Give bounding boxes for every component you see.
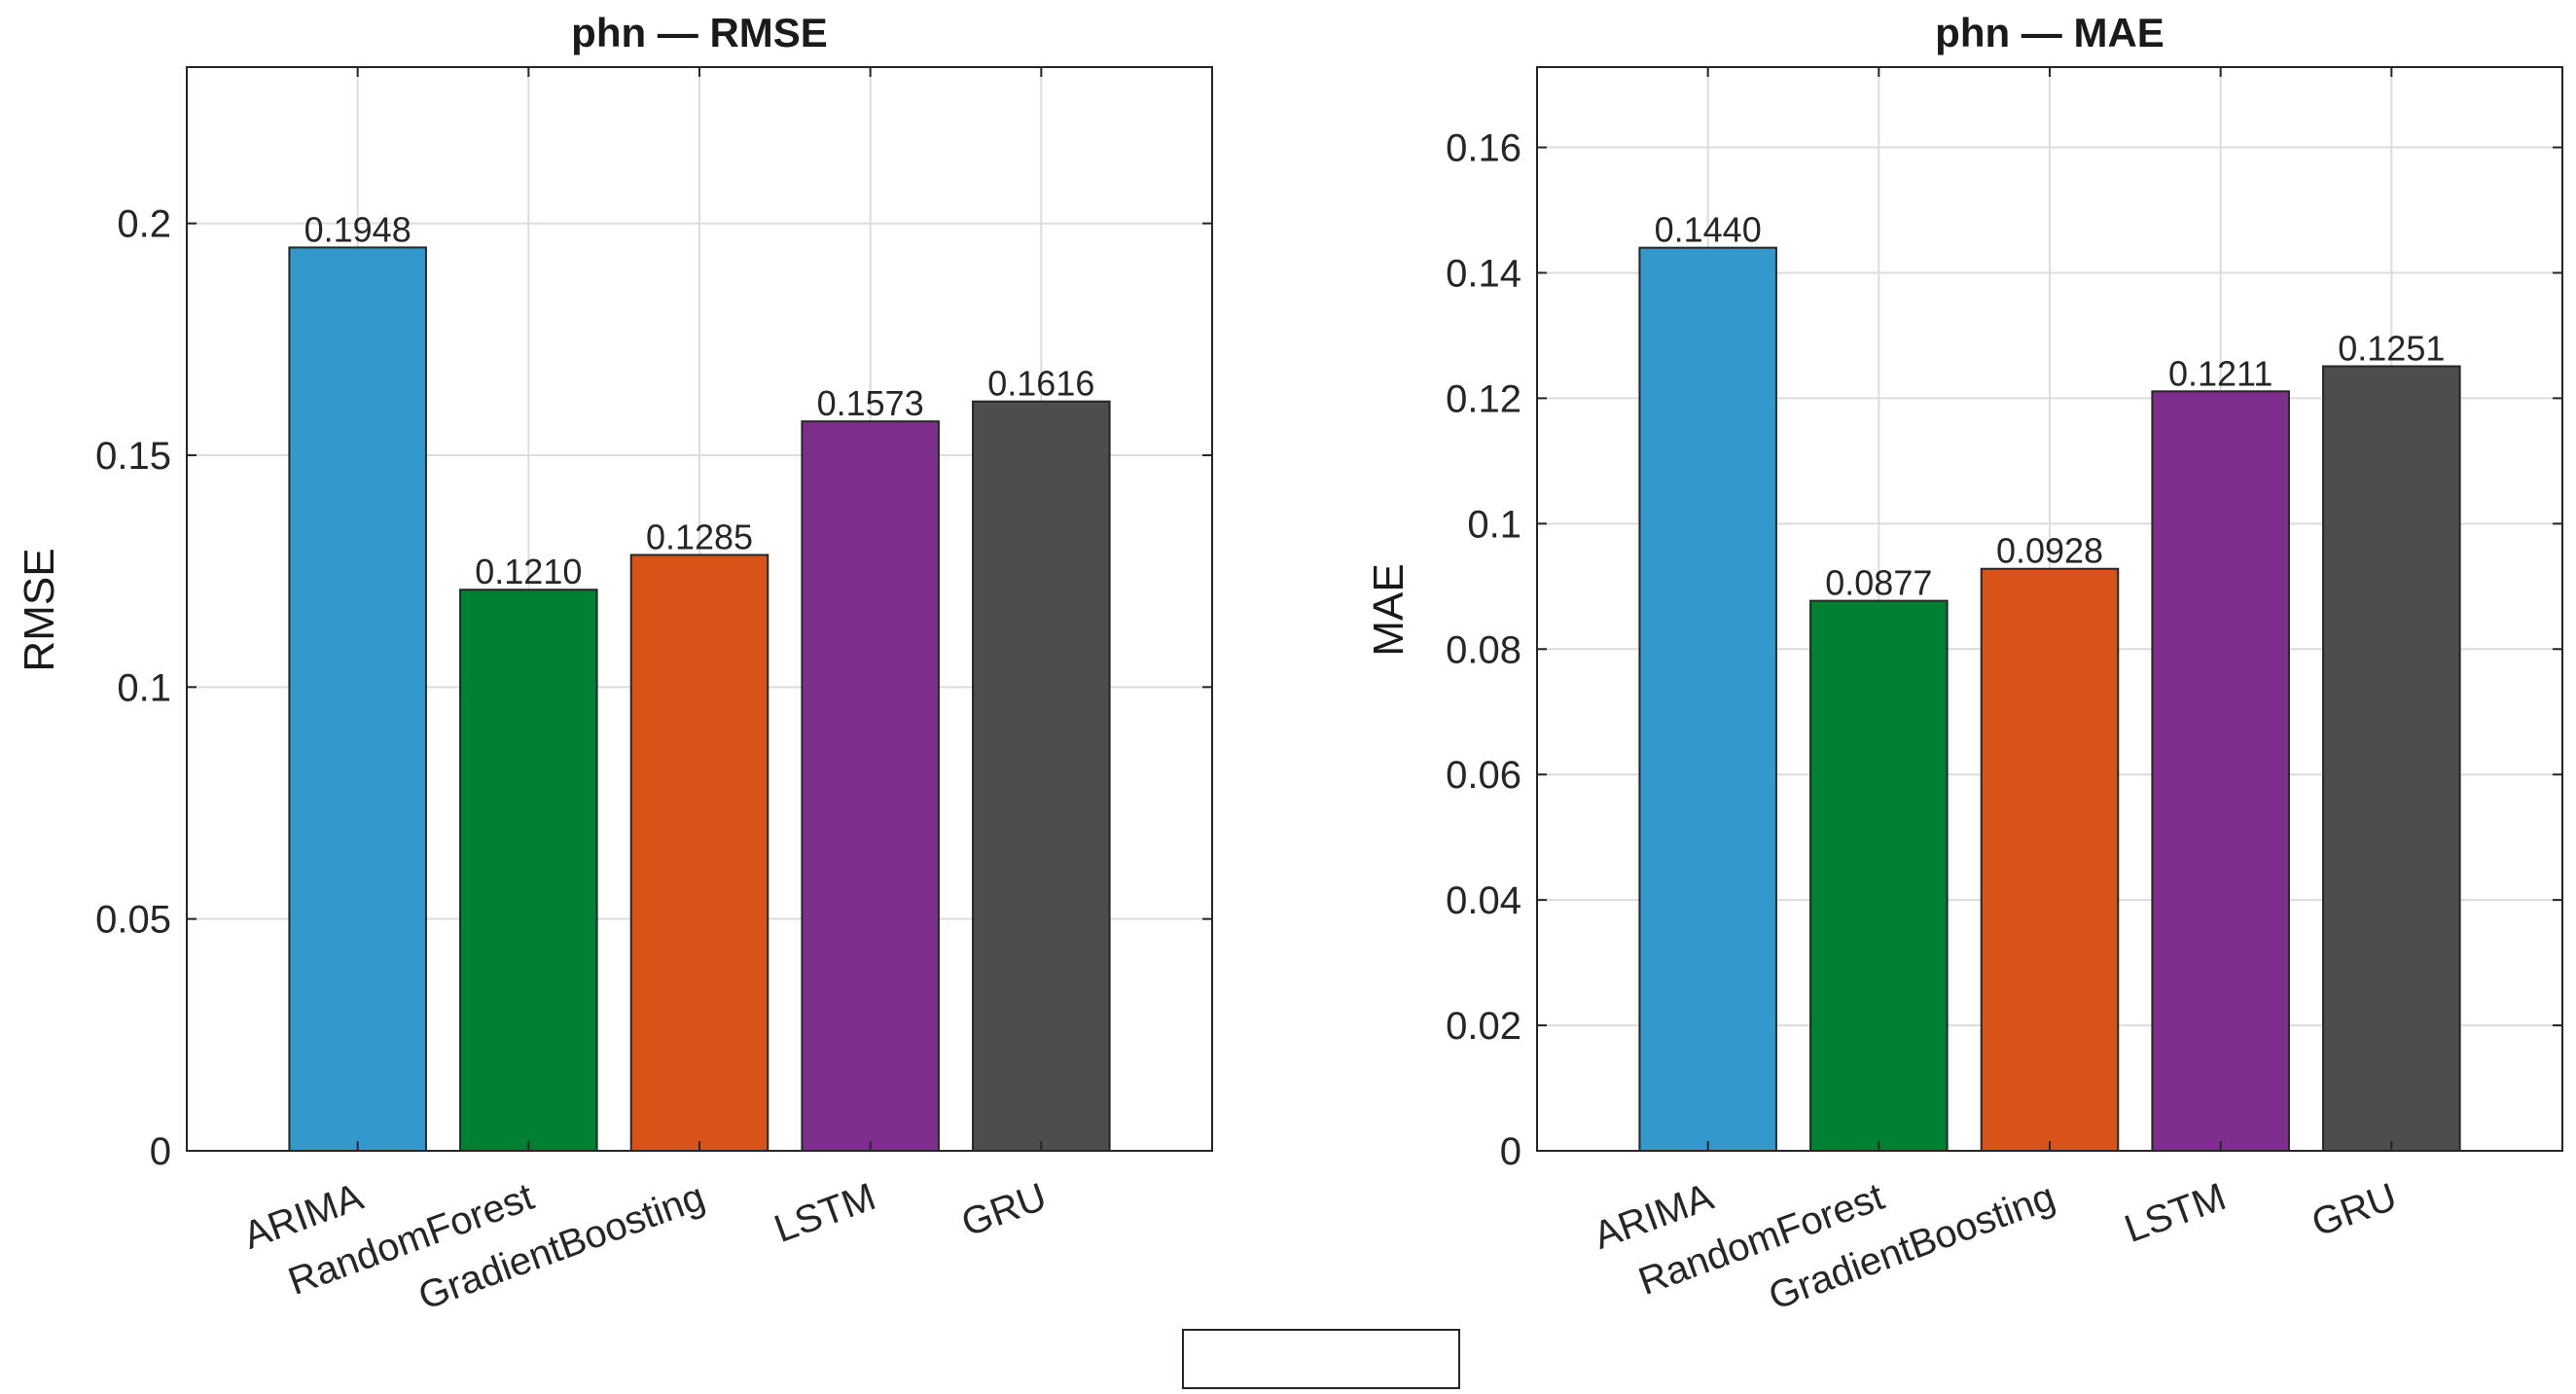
mae-x-tick-label: GradientBoosting [1764,1175,2061,1318]
mae-bars [1638,246,2461,1153]
mae-y-tick-label: 0 [1500,1130,1521,1173]
mae-bar-gru [2322,365,2461,1152]
mae-data-label: 0.0928 [1996,531,2103,571]
rmse-data-label: 0.1285 [646,517,753,556]
mae-data-label: 0.0877 [1825,563,1932,603]
mae-data-label: 0.1251 [2338,329,2445,369]
mae-y-tick-label: 0.14 [1446,252,1521,295]
rmse-data-label: 0.1573 [817,383,924,423]
rmse-y-tick-label: 0.1 [117,666,171,709]
mae-bar-lstm [2151,390,2290,1153]
rmse-chart-title: phn — RMSE [571,10,828,55]
mae-data-label: 0.1440 [1655,210,1762,250]
rmse-bar-lstm [801,420,940,1152]
mae-y-tick-label: 0.12 [1446,377,1521,420]
rmse-y-tick-label: 0.15 [95,435,171,478]
mae-x-tick-label: GRU [2307,1175,2403,1245]
rmse-data-labels: 0.1948 0.1210 0.1285 0.1573 0.1616 [304,209,1095,591]
legend-box [1182,1329,1460,1389]
rmse-bars [288,246,1111,1152]
rmse-y-tick-label: 0.05 [95,899,171,942]
rmse-y-ticks: 0 0.05 0.1 0.15 0.2 [95,67,1212,1173]
rmse-bar-gradientboosting [629,554,769,1152]
mae-y-tick-label: 0.06 [1446,754,1521,797]
rmse-data-label: 0.1210 [475,552,582,591]
mae-y-tick-label: 0.04 [1446,879,1521,922]
mae-y-tick-label: 0.02 [1446,1005,1521,1048]
mae-y-ticks: 0 0.02 0.04 0.06 0.08 0.1 0.12 0.14 0.16 [1446,67,2562,1173]
mae-chart: phn — MAE MAE 0 0.02 0.04 0.06 0.08 0.1 0.12 0.… [1365,10,2563,1318]
mae-x-tick-label: LSTM [2119,1175,2231,1251]
mae-bar-gradientboosting [1980,567,2120,1152]
rmse-y-tick-label: 0 [150,1130,171,1173]
mae-bar-randomforest [1809,599,1949,1152]
rmse-data-label: 0.1948 [304,209,411,249]
mae-y-tick-label: 0.08 [1446,628,1521,671]
mae-data-label: 0.1211 [2168,353,2272,393]
rmse-y-axis-label: RMSE [16,548,63,671]
rmse-chart: phn — RMSE RMSE 00.050.10.150.2 ARIMARan… [16,10,1213,1318]
rmse-y-tick-label: 0.2 [117,203,171,246]
rmse-x-tick-label: LSTM [769,1175,880,1251]
mae-chart-title: phn — MAE [1935,10,2165,55]
mae-y-tick-label: 0.16 [1446,127,1521,170]
rmse-bar-gru [972,400,1111,1152]
rmse-data-label: 0.1616 [987,364,1094,404]
mae-data-labels: 0.1440 0.0877 0.0928 0.1211 0.1251 [1655,210,2446,603]
rmse-bar-arima [288,246,427,1152]
mae-bar-arima [1638,246,1777,1152]
mae-y-axis-label: MAE [1365,563,1413,656]
rmse-bar-randomforest [459,589,598,1152]
mae-y-tick-label: 0.1 [1467,503,1521,546]
rmse-x-tick-label: GRU [956,1175,1053,1245]
rmse-x-tick-label: GradientBoosting [413,1175,711,1318]
